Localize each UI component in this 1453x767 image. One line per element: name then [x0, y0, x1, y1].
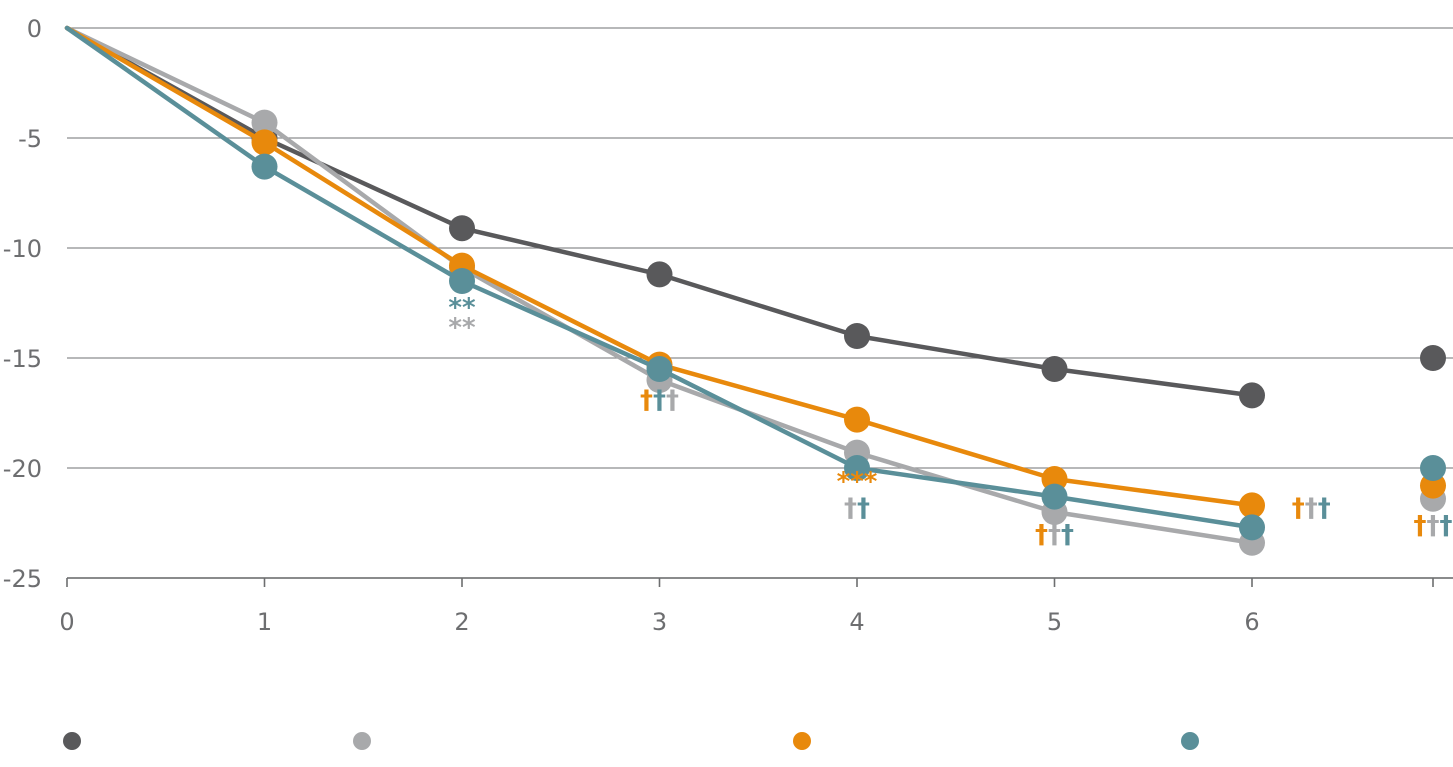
significance-annotation: ††† — [640, 386, 679, 416]
x-tick-label: 2 — [454, 608, 469, 636]
series-2 — [64, 25, 1446, 556]
significance-annotation: †† — [844, 493, 870, 523]
axes: 0 -5 -10 -15 -20 -25 0 1 2 3 4 5 6 — [3, 15, 1453, 636]
data-point — [646, 261, 673, 288]
data-point — [251, 129, 278, 156]
legend-dot-icon — [1181, 732, 1199, 750]
annotation-mark: † — [1427, 511, 1440, 541]
x-tick-label: 4 — [849, 608, 864, 636]
data-point — [1239, 514, 1265, 541]
annotation-mark: ** — [448, 313, 476, 343]
data-point — [449, 215, 475, 242]
annotation-mark: † — [640, 386, 653, 416]
annotation-mark: † — [1440, 511, 1453, 541]
data-point — [844, 406, 870, 433]
data-point — [844, 323, 870, 349]
data-point — [1239, 382, 1265, 409]
data-point — [1041, 356, 1068, 382]
data-point — [646, 356, 673, 382]
x-tick-label: 6 — [1244, 608, 1259, 636]
series-line — [64, 25, 1255, 398]
significance-annotation: ††† — [1035, 520, 1074, 550]
x-tick-label: 1 — [257, 608, 272, 636]
legend — [63, 732, 1199, 750]
series-1 — [64, 25, 1446, 409]
series-3 — [64, 25, 1446, 519]
significance-annotation: ††† — [1292, 493, 1331, 523]
y-tick-label: -25 — [3, 565, 42, 593]
annotation-mark: † — [1061, 520, 1074, 550]
significance-annotation: ††† — [1414, 511, 1453, 541]
data-point — [449, 268, 475, 294]
y-tick-label: 0 — [27, 15, 42, 43]
annotation-mark: † — [1414, 511, 1427, 541]
annotation-mark: † — [1048, 520, 1061, 550]
data-point — [844, 455, 870, 481]
legend-dot-icon — [63, 732, 81, 750]
significance-annotation: ** — [448, 293, 476, 323]
y-tick-label: -10 — [3, 235, 42, 263]
annotation-mark: † — [1318, 493, 1331, 523]
annotation-mark: † — [666, 386, 679, 416]
significance-annotation: *** — [837, 467, 878, 497]
data-point — [1041, 483, 1068, 510]
data-point — [251, 109, 278, 136]
annotations: ****†††***††††††††††† — [448, 293, 1452, 550]
series-4 — [64, 25, 1446, 541]
y-tick-label: -15 — [3, 345, 42, 373]
annotation-mark: † — [653, 386, 666, 416]
annotation-mark: † — [1035, 520, 1048, 550]
y-tick-label: -20 — [3, 455, 42, 483]
annotation-mark: † — [857, 493, 870, 523]
data-point — [1239, 492, 1265, 519]
legend-dot-icon — [793, 732, 811, 750]
x-tick-label: 5 — [1047, 608, 1062, 636]
annotation-mark: † — [1305, 493, 1318, 523]
annotation-mark: † — [1292, 493, 1305, 523]
annotation-mark: † — [844, 493, 857, 523]
significance-annotation: ** — [448, 313, 476, 343]
annotation-mark: *** — [837, 467, 878, 497]
end-data-point — [1420, 455, 1446, 481]
end-data-point — [1420, 345, 1446, 371]
data-point — [251, 153, 278, 180]
x-tick-label: 3 — [652, 608, 667, 636]
x-tick-label: 0 — [59, 608, 74, 636]
series-group — [64, 25, 1446, 556]
annotation-mark: ** — [448, 293, 476, 323]
y-tick-label: -5 — [18, 125, 42, 153]
legend-dot-icon — [353, 732, 371, 750]
